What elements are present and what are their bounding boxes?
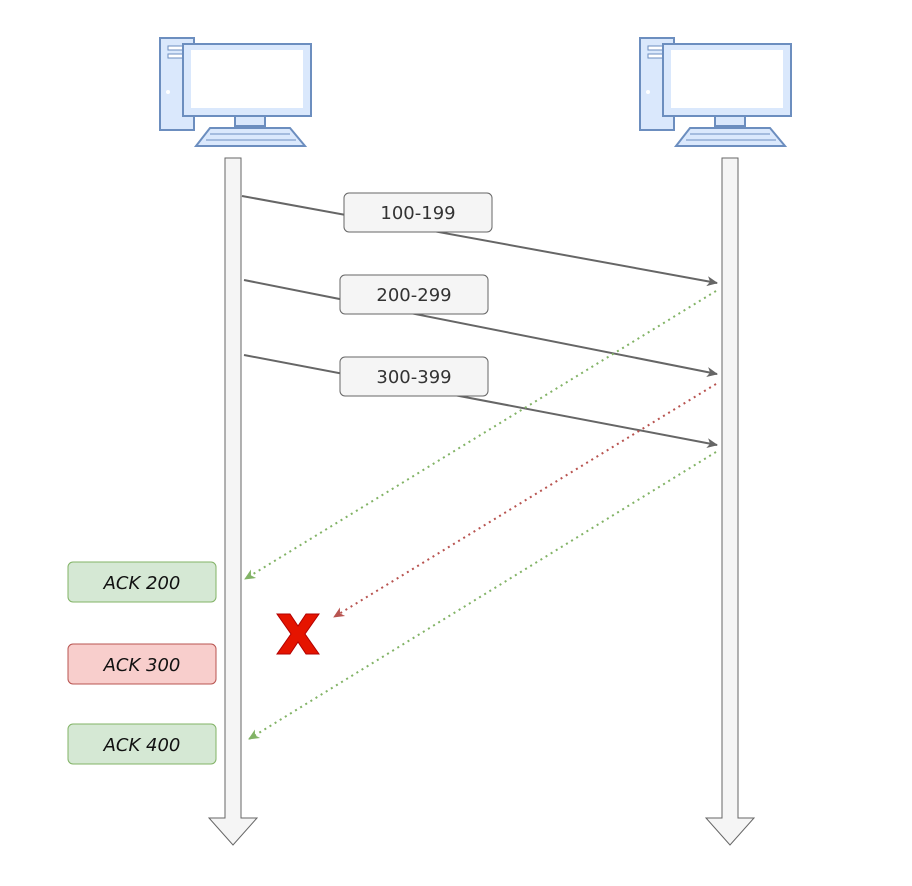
ack-label-200: ACK 200 [67,561,217,603]
svg-text:200-299: 200-299 [376,285,451,306]
segment-label-3: 300-399 [339,356,489,397]
sender-timeline [207,157,259,846]
receiver-computer-icon [639,37,792,147]
svg-text:ACK 200: ACK 200 [103,573,181,594]
segment-label-1: 100-199 [343,192,493,233]
ack-arrow-200 [244,290,717,580]
svg-text:300-399: 300-399 [376,367,451,388]
sender-computer-icon [159,37,312,147]
receiver-timeline [704,157,756,846]
svg-text:ACK 400: ACK 400 [103,735,181,756]
segment-arrow-2 [243,279,718,377]
lost-x-mark-icon [276,613,320,655]
segment-arrow-3 [243,354,718,449]
ack-arrow-300-lost [333,383,717,618]
ack-label-400: ACK 400 [67,723,217,765]
svg-text:ACK 300: ACK 300 [103,655,181,676]
ack-label-300: ACK 300 [67,643,217,685]
segment-arrow-1 [241,195,718,287]
segment-label-2: 200-299 [339,274,489,315]
svg-text:100-199: 100-199 [380,203,455,224]
ack-arrow-400 [248,451,717,740]
